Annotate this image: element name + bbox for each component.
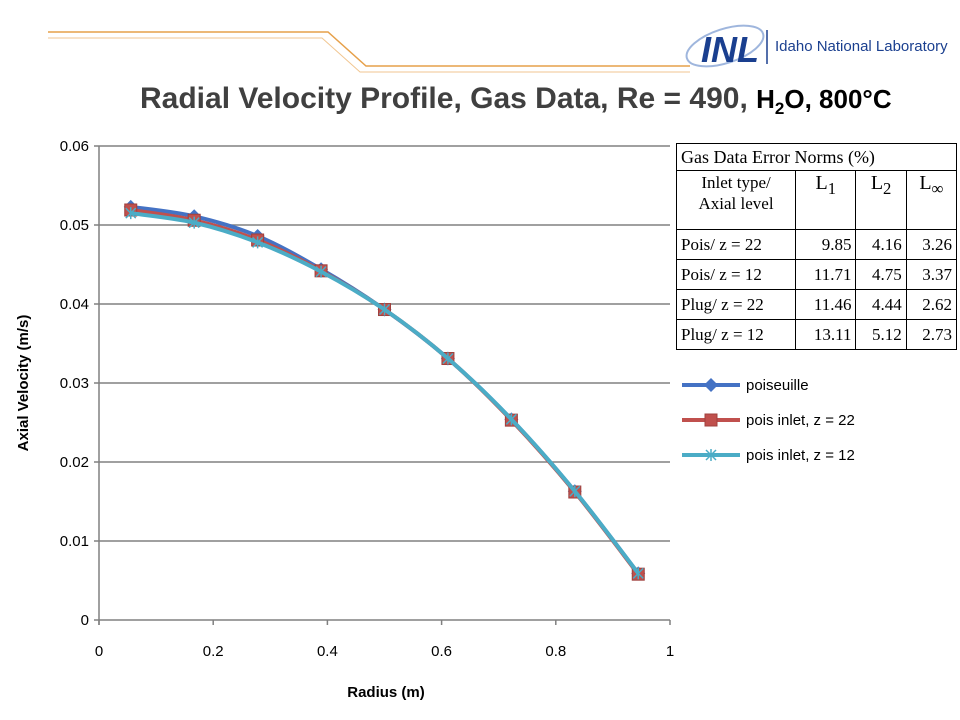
title-suffix: H2O, 800°C — [756, 84, 892, 119]
data-point — [188, 216, 200, 229]
cell-linf: 2.62 — [905, 289, 958, 320]
table-caption: Gas Data Error Norms (%) — [676, 143, 957, 171]
cell-l1: 11.46 — [795, 289, 857, 320]
y-axis-label: Axial Velocity (m/s) — [15, 315, 32, 452]
x-tick-label: 0.8 — [545, 643, 566, 660]
cell-l2: 4.75 — [855, 259, 907, 290]
cell-l2: 4.44 — [855, 289, 907, 320]
header-l2: L2 — [855, 170, 907, 230]
table-header-row: Inlet type/Axial level L1 L2 L∞ — [675, 170, 958, 230]
data-point — [125, 207, 137, 220]
header-linf: L∞ — [905, 170, 958, 230]
y-tick-label: 0.03 — [60, 375, 89, 392]
cell-l2: 5.12 — [855, 319, 907, 350]
axes: 0 0.01 0.02 0.03 0.04 0.05 0.06 0 0.2 0.4 0.6 0.8 1 — [60, 138, 674, 660]
x-tick-label: 0.2 — [203, 643, 224, 660]
x-tick-label: 0.6 — [431, 643, 452, 660]
data-point — [505, 413, 517, 426]
x-tick-label: 0.4 — [317, 643, 338, 660]
header-inlet: Inlet type/Axial level — [675, 170, 797, 230]
x-axis-label: Radius (m) — [347, 684, 425, 701]
y-tick-label: 0.02 — [60, 454, 89, 471]
cell-linf: 3.26 — [905, 229, 958, 260]
series-line — [130, 211, 640, 575]
y-tick-label: 0.01 — [60, 533, 89, 550]
slide-title: Radial Velocity Profile, Gas Data, Re = … — [140, 82, 892, 119]
table-row: Plug/ z = 22 11.46 4.44 2.62 — [675, 289, 958, 320]
star-marker-icon — [705, 449, 717, 461]
data-point — [315, 265, 327, 278]
y-tick-label: 0.05 — [60, 217, 89, 234]
title-main: Radial Velocity Profile, Gas Data, Re = … — [140, 82, 748, 115]
header-l1: L1 — [795, 170, 857, 230]
cell-linf: 3.37 — [905, 259, 958, 290]
x-tick-label: 1 — [666, 643, 674, 660]
data-point — [632, 567, 644, 580]
series-1 — [124, 203, 645, 581]
square-marker-icon — [704, 413, 718, 427]
row-label: Pois/ z = 22 — [675, 229, 797, 260]
cell-l1: 9.85 — [795, 229, 857, 260]
row-label: Plug/ z = 12 — [675, 319, 797, 350]
row-label: Plug/ z = 22 — [675, 289, 797, 320]
table-row: Plug/ z = 12 13.11 5.12 2.73 — [675, 319, 958, 350]
header-decoration — [48, 31, 690, 73]
data-point — [569, 485, 581, 498]
legend-label: pois inlet, z = 22 — [746, 412, 855, 429]
data-point — [378, 303, 391, 316]
data-point — [442, 352, 454, 365]
cell-l1: 11.71 — [795, 259, 857, 290]
inl-logo-icon: INL — [685, 24, 768, 70]
logo-text: Idaho National Laboratory — [775, 38, 948, 55]
cell-l2: 4.16 — [855, 229, 907, 260]
cell-l1: 13.11 — [795, 319, 857, 350]
cell-linf: 2.73 — [905, 319, 958, 350]
y-tick-label: 0 — [81, 612, 89, 629]
logo-mark: INL — [701, 29, 759, 70]
series-2 — [125, 207, 644, 580]
row-label: Pois/ z = 12 — [675, 259, 797, 290]
legend-label: pois inlet, z = 12 — [746, 447, 855, 464]
series-line — [130, 204, 640, 575]
y-tick-label: 0.06 — [60, 138, 89, 155]
error-norms-table: Gas Data Error Norms (%) Inlet type/Axia… — [675, 143, 958, 350]
data-point — [252, 236, 264, 249]
series-0 — [123, 199, 646, 581]
x-tick-label: 0 — [95, 643, 103, 660]
series-line — [130, 208, 640, 576]
y-tick-label: 0.04 — [60, 296, 89, 313]
table-row: Pois/ z = 22 9.85 4.16 3.26 — [675, 229, 958, 260]
series — [123, 199, 646, 581]
legend-label: poiseuille — [746, 377, 809, 394]
table-row: Pois/ z = 12 11.71 4.75 3.37 — [675, 259, 958, 290]
diamond-marker-icon — [704, 378, 718, 392]
